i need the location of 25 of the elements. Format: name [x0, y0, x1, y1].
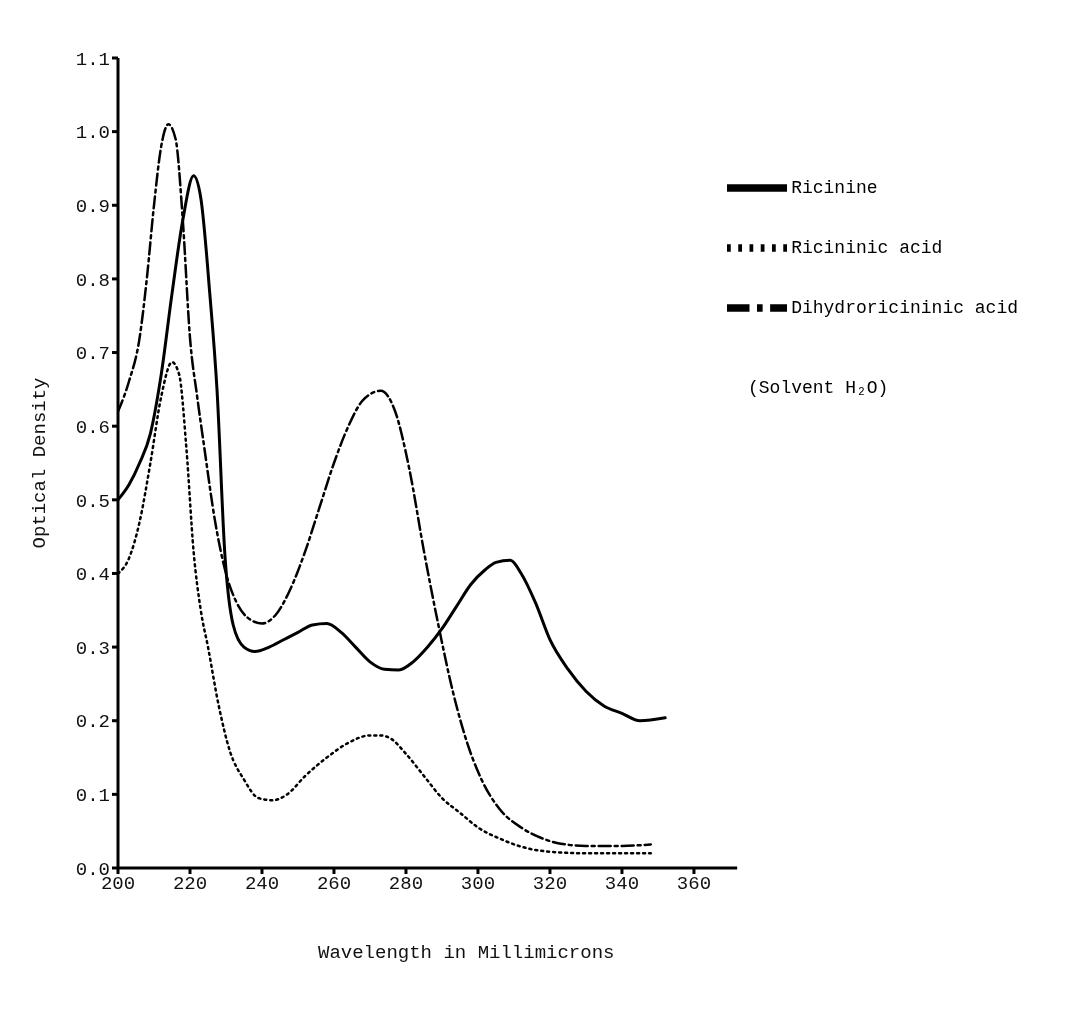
x-tick-label: 240 — [244, 873, 280, 896]
y-tick-label: 1.1 — [75, 48, 110, 71]
legend-label: Ricinine — [791, 177, 878, 198]
y-axis-title: Optical Density — [28, 377, 51, 549]
x-tick-label: 320 — [532, 873, 568, 896]
y-tick-label: 0.1 — [75, 785, 110, 808]
y-tick-label: 1.0 — [75, 122, 110, 145]
legend-label: Ricininic acid — [791, 237, 943, 258]
y-tick-label: 0.6 — [75, 416, 110, 439]
y-tick-label: 0.3 — [75, 637, 110, 660]
x-tick-label: 280 — [388, 873, 424, 896]
legend-label: Dihydroricininic acid — [791, 297, 1018, 318]
y-tick-label: 0.5 — [75, 490, 110, 513]
x-tick-label: 340 — [604, 873, 640, 896]
x-tick-label: 260 — [316, 873, 352, 896]
y-tick-label: 0.9 — [75, 196, 110, 219]
y-tick-label: 0.4 — [75, 564, 110, 587]
x-axis-title: Wavelength in Millimicrons — [318, 942, 615, 964]
y-tick-label: 0.2 — [75, 711, 110, 734]
y-tick-label: 0.8 — [75, 269, 110, 292]
y-tick-label: 0.7 — [75, 343, 110, 366]
text: (Solvent H₂O) — [748, 378, 889, 398]
x-tick-label: 360 — [676, 873, 712, 896]
x-tick-label: 220 — [172, 873, 208, 896]
x-tick-label: 300 — [460, 873, 496, 896]
